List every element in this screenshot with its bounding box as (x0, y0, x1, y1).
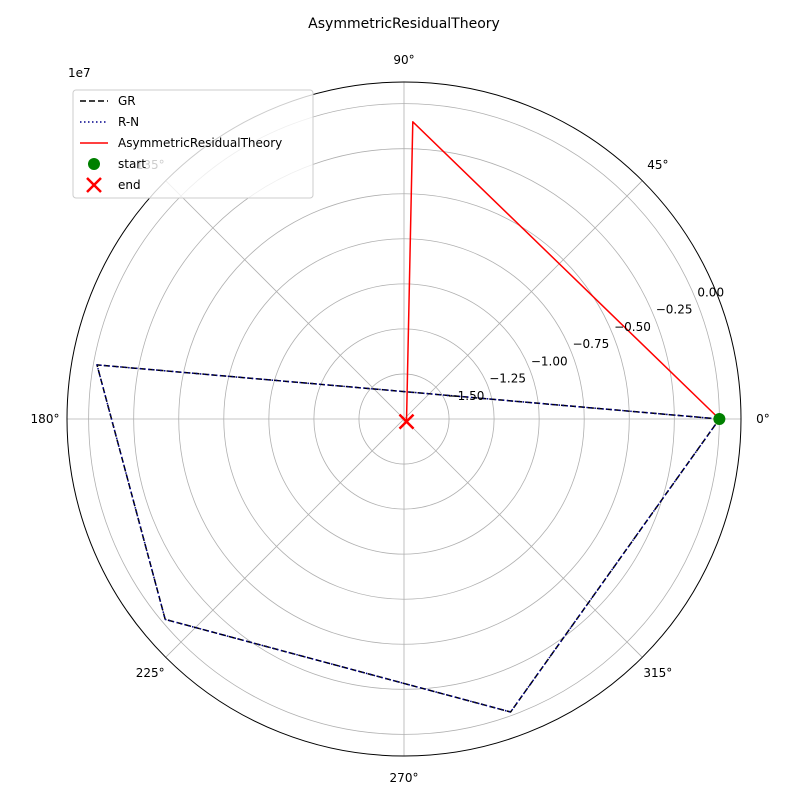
start-marker (713, 413, 726, 425)
angular-grid-line (165, 418, 405, 658)
legend-swatch (88, 158, 100, 170)
legend-label: end (118, 178, 141, 192)
end-marker (398, 413, 415, 430)
angular-tick-label: 90° (393, 53, 414, 67)
radial-tick-label: −1.50 (448, 389, 485, 403)
legend: GR R-N AsymmetricResidualTheory start end (72, 89, 314, 199)
series-line (96, 364, 721, 713)
angular-tick-label: 270° (390, 771, 419, 785)
tick-layer: 0°45°90°135°180°225°270°315°−1.50−1.25−1… (31, 53, 770, 785)
radial-tick-label: −0.75 (572, 337, 609, 351)
radial-tick-label: −0.25 (656, 303, 693, 317)
radial-tick-label: 0.00 (697, 285, 724, 299)
angular-tick-label: 0° (756, 412, 770, 426)
legend-label: R-N (118, 115, 139, 129)
series-line (405, 121, 720, 422)
grid-layer (66, 81, 742, 757)
legend-label: start (118, 157, 146, 171)
chart-title: AsymmetricResidualTheory (308, 16, 500, 32)
legend-label: AsymmetricResidualTheory (118, 136, 282, 150)
series-line (96, 364, 721, 713)
offset-label: 1e7 (68, 66, 91, 80)
legend-label: GR (118, 94, 136, 108)
angular-tick-label: 315° (643, 666, 672, 680)
angular-tick-label: 180° (31, 412, 60, 426)
angular-grid-line (165, 180, 405, 420)
legend-box (72, 89, 314, 199)
radial-tick-label: −1.25 (489, 372, 526, 386)
angular-tick-label: 225° (136, 666, 165, 680)
legend-swatch (86, 177, 102, 193)
angular-grid-line (403, 180, 643, 420)
polar-frame (66, 81, 742, 757)
radial-tick-label: −1.00 (531, 354, 568, 368)
angular-grid-line (403, 418, 643, 658)
radial-tick-label: −0.50 (614, 320, 651, 334)
angular-tick-label: 45° (647, 158, 668, 172)
series-layer (96, 121, 726, 713)
